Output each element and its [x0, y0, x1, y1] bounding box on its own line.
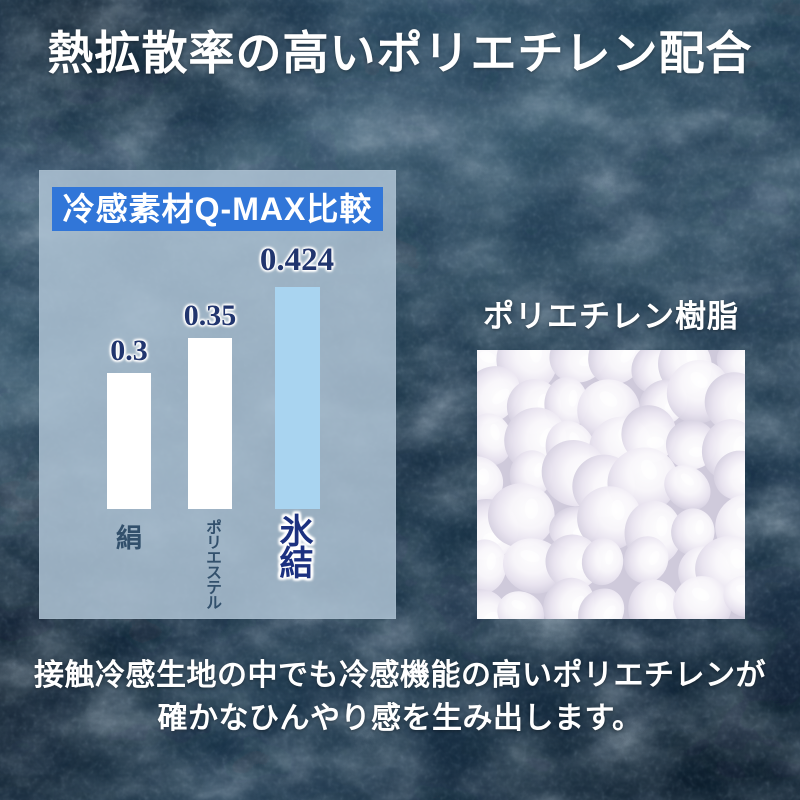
- bar-silk: [107, 373, 151, 509]
- caption-line-1: 接触冷感生地の中でも冷感機能の高いポリエチレンが: [34, 659, 766, 692]
- bar-polyester: [188, 338, 232, 509]
- bar-category-label-hyoketsu: 氷結: [274, 513, 312, 577]
- bar-category-label-silk: 絹: [115, 523, 142, 553]
- caption-line-2: 確かなひんやり感を生み出します。: [157, 702, 643, 735]
- qmax-bar-chart: 冷感素材Q-MAX比較 0.3 0.35 0.424 絹 ポリエステル 氷結: [39, 170, 396, 619]
- bar-group-silk: 0.3: [64, 334, 194, 509]
- photo-label: ポリエチレン樹脂: [483, 299, 739, 334]
- bar-hyoketsu: [274, 287, 320, 509]
- bar-group-polyester: 0.35: [145, 299, 275, 509]
- bar-value-label-polyester: 0.35: [183, 299, 237, 332]
- bar-category-label-polyester: ポリエステル: [203, 519, 220, 609]
- chart-title-badge: 冷感素材Q-MAX比較: [52, 187, 383, 231]
- page-title: 熱拡散率の高いポリエチレン配合: [47, 27, 753, 79]
- bar-value-label-hyoketsu: 0.424: [259, 242, 335, 278]
- bar-group-hyoketsu: 0.424: [232, 242, 362, 509]
- caption-text: 接触冷感生地の中でも冷感機能の高いポリエチレンが 確かなひんやり感を生み出します…: [0, 654, 800, 740]
- resin-pellets-photo: [477, 350, 745, 619]
- bar-value-label-silk: 0.3: [110, 334, 148, 367]
- resin-pellets-illustration: [477, 350, 745, 619]
